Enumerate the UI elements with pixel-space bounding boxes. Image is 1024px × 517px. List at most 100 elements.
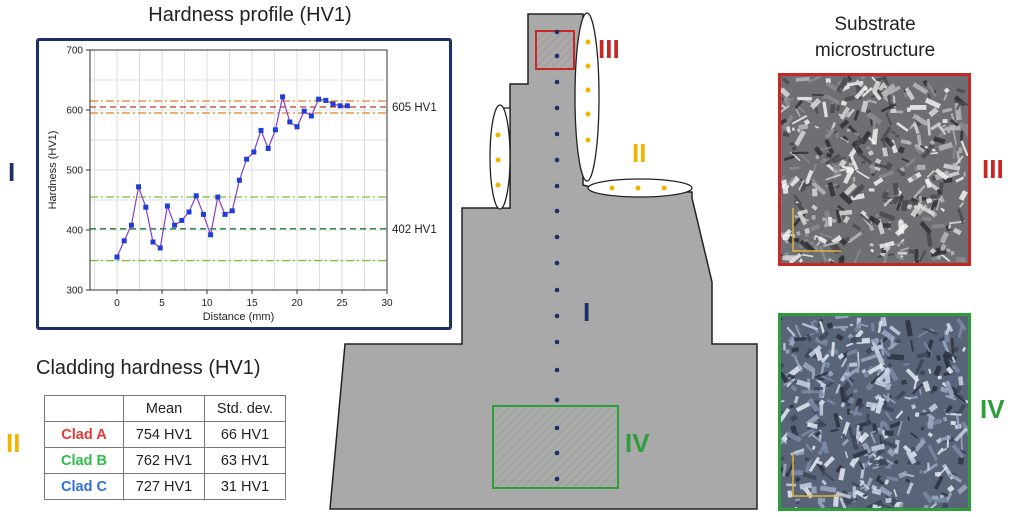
micrograph-grain <box>818 245 828 262</box>
micrograph-grain <box>860 485 867 490</box>
micrograph-grain <box>855 424 860 440</box>
micrograph-grain <box>928 403 939 413</box>
micrograph-grain <box>948 224 952 230</box>
micrograph-grain <box>826 398 836 406</box>
micrograph-grain <box>939 336 946 343</box>
micrograph-grain <box>786 483 796 487</box>
micrograph-grain <box>922 380 931 392</box>
micrograph-grain <box>885 382 891 391</box>
region-IV-box <box>492 405 619 489</box>
micrograph-grain <box>845 236 850 242</box>
micrograph-grain <box>794 506 798 508</box>
roman-label-I-diagram: I <box>583 297 591 327</box>
micrograph-grain <box>797 96 813 101</box>
micrograph-grain <box>824 361 831 369</box>
micrograph-grain <box>805 443 814 453</box>
data-point <box>186 209 192 215</box>
data-point <box>330 101 336 107</box>
micrograph-grain <box>847 396 855 405</box>
micrograph-grain <box>785 349 790 354</box>
micrograph-grain <box>825 153 841 166</box>
clad-mean: 727 HV1 <box>123 473 205 500</box>
clad-name: Clad B <box>44 447 124 474</box>
micrograph-grain <box>850 156 859 171</box>
data-point <box>301 108 307 114</box>
micrograph-grain <box>865 382 874 391</box>
x-tick-label: 10 <box>201 298 213 309</box>
micrograph-grain <box>853 109 860 122</box>
micrograph-grain <box>869 458 886 465</box>
micrograph-grain <box>883 90 891 98</box>
micrograph-grain <box>860 100 869 113</box>
micrograph-grain <box>819 232 833 239</box>
micrograph-grain <box>825 81 838 92</box>
data-point <box>215 194 221 200</box>
data-point <box>121 238 127 244</box>
micrograph-grain <box>795 498 800 502</box>
micrograph-grain <box>841 438 850 447</box>
micrograph-grain <box>951 474 963 483</box>
micrograph-grain <box>837 353 845 360</box>
micrograph-grain <box>912 184 926 200</box>
micrograph-grain <box>875 477 885 486</box>
micrograph-grain <box>860 354 878 363</box>
scale-bar <box>792 208 841 252</box>
micrograph-grain <box>851 481 861 488</box>
micrograph-grain <box>958 121 968 138</box>
micrograph-grain <box>926 169 935 179</box>
micrograph-grain <box>821 375 835 383</box>
data-point <box>316 96 322 102</box>
micrograph-grain <box>931 223 945 229</box>
hardness-chart-frame: 0 5 10 15 20 25 30 300 400 500 600 700 605 HV1 402 HV… <box>36 38 452 330</box>
micrograph-grain <box>876 474 882 480</box>
micrograph-grain <box>912 113 929 127</box>
micrograph-grain <box>884 161 893 171</box>
micrograph-grain <box>802 472 817 481</box>
micrograph-grain <box>798 123 809 131</box>
micrograph-grain <box>960 434 963 452</box>
micrograph-grain <box>955 385 963 394</box>
micrograph-grain <box>920 143 935 160</box>
micrograph-grain <box>870 433 877 444</box>
micrograph-grain <box>781 362 785 371</box>
micrograph-grain <box>856 170 870 180</box>
micrograph-grain <box>960 140 968 157</box>
micrograph-grain <box>954 102 962 121</box>
micrograph-grain <box>781 183 790 191</box>
micrograph-grain <box>889 497 898 507</box>
micrograph-grain <box>838 113 845 118</box>
micrograph-grain <box>835 491 852 499</box>
micrograph-grain <box>927 432 934 438</box>
micrograph-grain <box>941 502 949 508</box>
y-tick-label: 400 <box>66 226 83 237</box>
micrograph-grain <box>940 207 946 212</box>
micrograph-grain <box>909 105 927 110</box>
micrograph-grain <box>885 112 892 126</box>
x-tick-label: 5 <box>159 298 165 309</box>
micrograph-grain <box>906 482 914 495</box>
micrograph-grain <box>810 223 821 232</box>
micrograph-grain <box>871 484 878 491</box>
micrograph-grain <box>814 399 819 405</box>
micrograph-grain <box>914 143 928 155</box>
table-header-cell: Mean <box>123 395 205 422</box>
micrograph-grain <box>829 103 836 114</box>
micrograph-grain <box>804 456 811 463</box>
micrograph-texture <box>781 76 968 263</box>
micrograph-grain <box>900 172 905 176</box>
micrograph-grain <box>824 138 835 155</box>
x-axis-label: Distance (mm) <box>203 311 275 323</box>
micrograph-grain <box>907 416 910 421</box>
micrograph-grain <box>942 353 952 369</box>
micrograph-grain <box>901 157 911 164</box>
substrate-title-line2: microstructure <box>814 40 936 61</box>
micrograph-grain <box>828 216 833 227</box>
micrograph-grain <box>897 251 908 255</box>
micrograph-grain <box>781 87 791 98</box>
roman-label-III-diagram: III <box>598 34 620 64</box>
micrograph-grain <box>963 172 966 177</box>
micrograph-grain <box>795 501 800 505</box>
micrograph-grain <box>823 456 835 468</box>
micrograph-grain <box>906 107 911 112</box>
micrograph-grain <box>956 415 960 427</box>
